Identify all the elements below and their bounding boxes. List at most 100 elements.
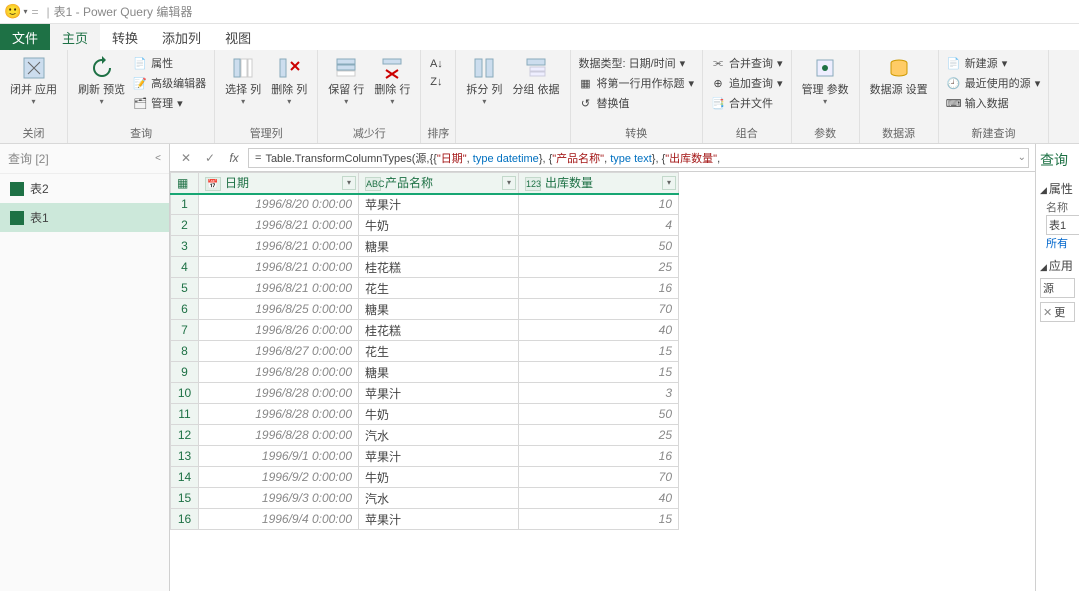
refresh-preview-button[interactable]: 刷新 预览 ▾ xyxy=(74,52,129,108)
row-number[interactable]: 10 xyxy=(171,383,199,404)
tab-file[interactable]: 文件 xyxy=(0,24,50,50)
split-column-button[interactable]: 拆分 列▾ xyxy=(462,52,506,108)
row-number[interactable]: 13 xyxy=(171,446,199,467)
tab-home[interactable]: 主页 xyxy=(50,24,100,50)
new-source-button[interactable]: 📄新建源 ▾ xyxy=(945,54,1043,72)
row-number[interactable]: 6 xyxy=(171,299,199,320)
sort-desc-button[interactable]: Z↓ xyxy=(427,74,445,90)
cell[interactable]: 花生 xyxy=(359,278,519,299)
cell[interactable]: 1996/8/21 0:00:00 xyxy=(199,236,359,257)
table-row[interactable]: 151996/9/3 0:00:00汽水40 xyxy=(171,488,679,509)
tab-transform[interactable]: 转换 xyxy=(100,24,150,50)
table-row[interactable]: 61996/8/25 0:00:00糖果70 xyxy=(171,299,679,320)
cell[interactable]: 70 xyxy=(519,467,679,488)
cell[interactable]: 16 xyxy=(519,446,679,467)
collapse-queries-icon[interactable]: < xyxy=(155,153,161,164)
remove-rows-button[interactable]: 删除 行▾ xyxy=(370,52,414,108)
cell[interactable]: 花生 xyxy=(359,341,519,362)
tab-addcolumn[interactable]: 添加列 xyxy=(150,24,213,50)
type-icon[interactable]: 123 xyxy=(525,177,541,191)
cell[interactable]: 16 xyxy=(519,278,679,299)
cell[interactable]: 苹果汁 xyxy=(359,446,519,467)
cell[interactable]: 汽水 xyxy=(359,425,519,446)
row-number[interactable]: 5 xyxy=(171,278,199,299)
properties-section[interactable]: ◢属性 xyxy=(1040,180,1075,197)
group-by-button[interactable]: 分组 依据 xyxy=(508,52,563,99)
applied-steps-section[interactable]: ◢应用 xyxy=(1040,257,1075,274)
column-filter-icon[interactable]: ▾ xyxy=(662,176,676,190)
row-number[interactable]: 8 xyxy=(171,341,199,362)
keep-rows-button[interactable]: 保留 行▾ xyxy=(324,52,368,108)
row-number[interactable]: 4 xyxy=(171,257,199,278)
cell[interactable]: 25 xyxy=(519,257,679,278)
datasource-settings-button[interactable]: 数据源 设置 xyxy=(866,52,932,99)
cell[interactable]: 4 xyxy=(519,215,679,236)
cell[interactable]: 1996/8/26 0:00:00 xyxy=(199,320,359,341)
column-filter-icon[interactable]: ▾ xyxy=(502,176,516,190)
replace-values-button[interactable]: ↺替换值 xyxy=(577,94,697,112)
fx-icon[interactable]: fx xyxy=(224,151,244,165)
use-first-row-button[interactable]: ▦将第一行用作标题 ▾ xyxy=(577,74,697,92)
row-number[interactable]: 9 xyxy=(171,362,199,383)
cell[interactable]: 1996/8/21 0:00:00 xyxy=(199,215,359,236)
cell[interactable]: 苹果汁 xyxy=(359,383,519,404)
cell[interactable]: 70 xyxy=(519,299,679,320)
close-apply-button[interactable]: 闭并 应用 ▾ xyxy=(6,52,61,108)
all-properties-link[interactable]: 所有 xyxy=(1046,235,1075,251)
cell[interactable]: 牛奶 xyxy=(359,404,519,425)
row-number[interactable]: 1 xyxy=(171,194,199,215)
data-grid[interactable]: ▦📅日期▾ABC产品名称▾123出库数量▾11996/8/20 0:00:00苹… xyxy=(170,172,1035,591)
cell[interactable]: 1996/9/4 0:00:00 xyxy=(199,509,359,530)
cell[interactable]: 苹果汁 xyxy=(359,509,519,530)
combine-files-button[interactable]: 📑合并文件 xyxy=(709,94,785,112)
append-queries-button[interactable]: ⊕追加查询 ▾ xyxy=(709,74,785,92)
expand-formula-icon[interactable]: ⌄ xyxy=(1018,152,1026,163)
query-item[interactable]: 表1 xyxy=(0,203,169,232)
table-row[interactable]: 101996/8/28 0:00:00苹果汁3 xyxy=(171,383,679,404)
table-row[interactable]: 141996/9/2 0:00:00牛奶70 xyxy=(171,467,679,488)
cell[interactable]: 50 xyxy=(519,236,679,257)
manage-params-button[interactable]: 管理 参数▾ xyxy=(798,52,853,108)
cell[interactable]: 1996/8/28 0:00:00 xyxy=(199,362,359,383)
column-header[interactable]: 📅日期▾ xyxy=(199,173,359,194)
remove-columns-button[interactable]: 删除 列▾ xyxy=(267,52,311,108)
table-row[interactable]: 121996/8/28 0:00:00汽水25 xyxy=(171,425,679,446)
table-row[interactable]: 161996/9/4 0:00:00苹果汁15 xyxy=(171,509,679,530)
cell[interactable]: 1996/8/27 0:00:00 xyxy=(199,341,359,362)
cell[interactable]: 1996/8/28 0:00:00 xyxy=(199,404,359,425)
formula-cancel-button[interactable]: ✕ xyxy=(176,151,196,165)
cell[interactable]: 15 xyxy=(519,509,679,530)
cell[interactable]: 40 xyxy=(519,488,679,509)
choose-columns-button[interactable]: 选择 列▾ xyxy=(221,52,265,108)
manage-button[interactable]: 🗂管理 ▾ xyxy=(131,94,208,112)
grid-corner[interactable]: ▦ xyxy=(171,173,199,194)
row-number[interactable]: 12 xyxy=(171,425,199,446)
advanced-editor-button[interactable]: 📝高级编辑器 xyxy=(131,74,208,92)
step-source[interactable]: 源 xyxy=(1040,278,1075,298)
cell[interactable]: 25 xyxy=(519,425,679,446)
cell[interactable]: 牛奶 xyxy=(359,467,519,488)
cell[interactable]: 15 xyxy=(519,362,679,383)
row-number[interactable]: 3 xyxy=(171,236,199,257)
query-item[interactable]: 表2 xyxy=(0,174,169,203)
cell[interactable]: 苹果汁 xyxy=(359,194,519,215)
column-filter-icon[interactable]: ▾ xyxy=(342,176,356,190)
column-header[interactable]: 123出库数量▾ xyxy=(519,173,679,194)
row-number[interactable]: 16 xyxy=(171,509,199,530)
cell[interactable]: 汽水 xyxy=(359,488,519,509)
recent-sources-button[interactable]: 🕘最近使用的源 ▾ xyxy=(945,74,1043,92)
row-number[interactable]: 11 xyxy=(171,404,199,425)
column-header[interactable]: ABC产品名称▾ xyxy=(359,173,519,194)
query-name-input[interactable]: 表1 xyxy=(1046,215,1079,235)
merge-queries-button[interactable]: ⫘合并查询 ▾ xyxy=(709,54,785,72)
cell[interactable]: 50 xyxy=(519,404,679,425)
cell[interactable]: 1996/8/21 0:00:00 xyxy=(199,278,359,299)
table-row[interactable]: 111996/8/28 0:00:00牛奶50 xyxy=(171,404,679,425)
queries-header[interactable]: 查询 [2] < xyxy=(0,144,169,174)
table-row[interactable]: 21996/8/21 0:00:00牛奶4 xyxy=(171,215,679,236)
cell[interactable]: 10 xyxy=(519,194,679,215)
row-number[interactable]: 7 xyxy=(171,320,199,341)
cell[interactable]: 1996/9/3 0:00:00 xyxy=(199,488,359,509)
table-row[interactable]: 81996/8/27 0:00:00花生15 xyxy=(171,341,679,362)
cell[interactable]: 糖果 xyxy=(359,362,519,383)
